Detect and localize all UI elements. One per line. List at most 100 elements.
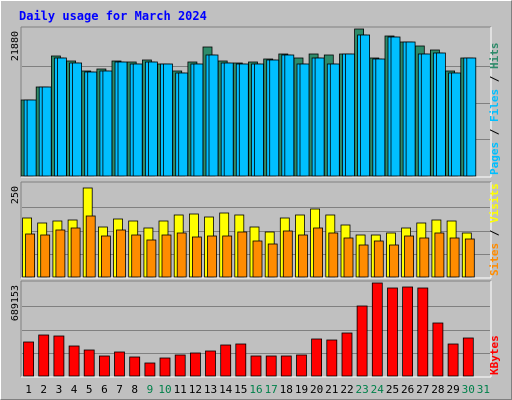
bar-pages-25 <box>390 36 401 177</box>
bar-sites-28 <box>434 232 445 278</box>
x-axis-labels: 1 2 3 4 5 6 7 8 9 10 11 12 13 14 15 16 17 18 19 20 21 22 23 24 2… <box>25 383 490 396</box>
bar-sites-25 <box>389 244 399 278</box>
bar-kbytes-5 <box>83 349 95 377</box>
bar-kbytes-28 <box>432 322 444 377</box>
bar-pages-18 <box>284 54 295 177</box>
bar-sites-4 <box>70 227 81 278</box>
bar-pages-11 <box>178 72 189 177</box>
bar-sites-2 <box>40 234 51 278</box>
bar-pages-14 <box>223 62 234 177</box>
bar-pages-3 <box>57 57 67 177</box>
bar-pages-9 <box>147 61 158 177</box>
bar-sites-1 <box>25 233 36 278</box>
x-label-17: 17 <box>265 383 278 396</box>
bar-pages-21 <box>329 63 340 177</box>
legend-hits: Pages / Files / Hits <box>488 43 501 176</box>
bar-pages-30 <box>466 57 477 177</box>
legend-visits: Visits <box>488 183 501 223</box>
x-label-5: 5 <box>86 383 93 396</box>
x-label-8: 8 <box>131 383 138 396</box>
bar-kbytes-26 <box>402 286 414 377</box>
bar-kbytes-11 <box>174 354 186 377</box>
bar-kbytes-8 <box>129 356 141 377</box>
bar-sites-9 <box>146 239 157 278</box>
x-label-30: 30 <box>462 383 475 396</box>
bar-kbytes-1 <box>23 341 35 377</box>
x-label-28: 28 <box>431 383 444 396</box>
bar-pages-10 <box>163 63 173 177</box>
bar-sites-3 <box>55 229 66 278</box>
x-label-15: 15 <box>234 383 247 396</box>
x-label-4: 4 <box>71 383 78 396</box>
panel-kbytes: 689153 KBytes <box>10 280 501 378</box>
legend-text: KBytes <box>488 335 501 375</box>
legend-visits: Sites / Visits <box>488 183 501 276</box>
bar-kbytes-29 <box>447 343 459 377</box>
x-label-1: 1 <box>25 383 32 396</box>
bar-sites-14 <box>222 235 233 278</box>
panel-hits: 21880 Pages / Files / Hits <box>10 26 501 178</box>
bar-kbytes-15 <box>235 343 247 377</box>
y-max-label-kbytes: 689153 <box>10 285 21 321</box>
bar-sites-26 <box>404 235 415 278</box>
bar-kbytes-9 <box>144 362 156 377</box>
bar-pages-26 <box>405 41 416 177</box>
x-label-27: 27 <box>416 383 429 396</box>
bar-kbytes-30 <box>462 337 474 377</box>
bar-sites-24 <box>373 240 384 278</box>
x-label-21: 21 <box>325 383 338 396</box>
x-label-14: 14 <box>219 383 233 396</box>
bar-pages-8 <box>132 63 143 177</box>
chart-title: Daily usage for March 2024 <box>19 9 207 23</box>
bar-sites-18 <box>282 230 293 278</box>
bar-kbytes-6 <box>99 355 110 377</box>
bar-pages-20 <box>314 57 325 177</box>
y-max-label-visits: 250 <box>10 186 21 204</box>
bar-pages-19 <box>299 63 310 177</box>
x-label-29: 29 <box>446 383 459 396</box>
bar-kbytes-23 <box>356 305 368 377</box>
bars-kbytes <box>23 282 474 377</box>
legend-kbytes: KBytes <box>488 335 501 375</box>
bar-sites-21 <box>328 232 339 278</box>
bar-kbytes-12 <box>189 352 201 377</box>
bar-kbytes-18 <box>280 355 292 377</box>
bar-pages-4 <box>72 62 82 177</box>
bar-sites-10 <box>161 234 172 278</box>
legend-files: Files <box>488 89 501 122</box>
x-label-2: 2 <box>40 383 47 396</box>
bar-kbytes-25 <box>387 287 398 377</box>
x-label-11: 11 <box>174 383 187 396</box>
bar-sites-17 <box>267 243 278 278</box>
x-label-10: 10 <box>158 383 171 396</box>
bar-kbytes-2 <box>38 334 50 377</box>
bar-pages-27 <box>420 53 431 177</box>
bar-kbytes-14 <box>220 344 232 377</box>
legend-text: Pages / Files / Hits <box>488 43 501 176</box>
legend-sites: Sites <box>488 243 501 276</box>
bar-sites-27 <box>419 237 430 278</box>
bar-sites-5 <box>85 215 96 278</box>
bar-pages-1 <box>26 99 37 177</box>
x-label-12: 12 <box>189 383 202 396</box>
bar-kbytes-21 <box>326 339 338 377</box>
bar-pages-15 <box>238 63 249 177</box>
bars-hits <box>20 28 477 177</box>
bar-sites-16 <box>252 240 263 278</box>
panel-visits: 250 Sites / Visits <box>10 181 501 279</box>
bar-pages-28 <box>435 52 446 177</box>
x-label-22: 22 <box>340 383 353 396</box>
bar-kbytes-20 <box>311 338 323 377</box>
bar-sites-8 <box>131 234 142 278</box>
bar-sites-29 <box>449 237 460 278</box>
bar-pages-6 <box>102 70 113 177</box>
bar-pages-23 <box>360 34 371 177</box>
bar-sites-20 <box>313 227 324 278</box>
bar-pages-7 <box>117 61 128 177</box>
legend-separator: / <box>488 223 501 243</box>
bar-kbytes-13 <box>205 350 216 377</box>
bar-sites-12 <box>191 236 202 278</box>
bar-pages-13 <box>208 54 219 177</box>
x-label-19: 19 <box>295 383 308 396</box>
